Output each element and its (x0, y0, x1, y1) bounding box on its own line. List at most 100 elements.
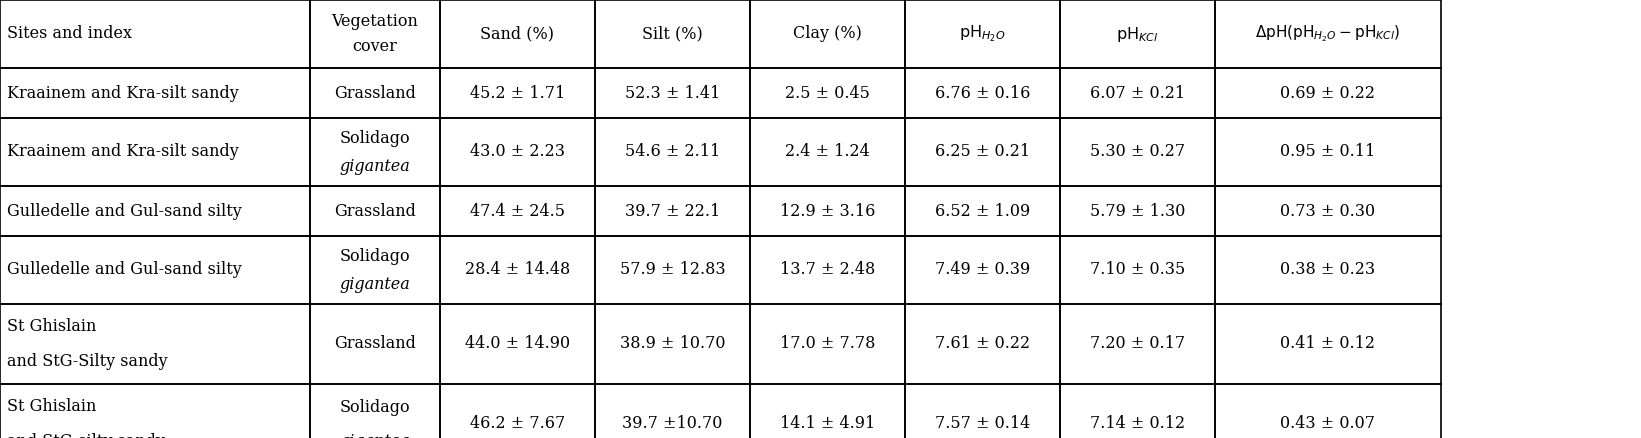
Bar (596, 186, 750, 236)
Text: 7.49 ± 0.39: 7.49 ± 0.39 (935, 261, 1031, 279)
Text: 0.95 ± 0.11: 0.95 ± 0.11 (1280, 144, 1375, 160)
Bar (1060, 304, 1214, 384)
Text: 45.2 ± 1.71: 45.2 ± 1.71 (469, 85, 565, 102)
Text: 54.6 ± 2.11: 54.6 ± 2.11 (625, 144, 720, 160)
Text: Vegetation: Vegetation (331, 13, 418, 30)
Text: Silt (%): Silt (%) (642, 25, 702, 42)
Bar (0, 118, 310, 186)
Bar (904, 236, 1060, 304)
Bar (0, 384, 310, 438)
Text: Grassland: Grassland (335, 202, 415, 219)
Bar (1214, 236, 1441, 304)
Bar (440, 0, 596, 68)
Bar (750, 304, 904, 384)
Text: gigantea: gigantea (340, 276, 410, 293)
Text: 6.25 ± 0.21: 6.25 ± 0.21 (935, 144, 1031, 160)
Text: 7.57 ± 0.14: 7.57 ± 0.14 (935, 416, 1031, 432)
Bar (310, 118, 440, 186)
Bar (904, 186, 1060, 236)
Text: 7.10 ± 0.35: 7.10 ± 0.35 (1090, 261, 1185, 279)
Text: 6.76 ± 0.16: 6.76 ± 0.16 (935, 85, 1031, 102)
Bar (1060, 186, 1214, 236)
Bar (1214, 118, 1441, 186)
Bar (596, 68, 750, 118)
Text: 17.0 ± 7.78: 17.0 ± 7.78 (779, 336, 875, 353)
Bar (310, 384, 440, 438)
Text: 57.9 ± 12.83: 57.9 ± 12.83 (620, 261, 725, 279)
Bar (904, 118, 1060, 186)
Text: 52.3 ± 1.41: 52.3 ± 1.41 (625, 85, 720, 102)
Bar (1060, 236, 1214, 304)
Text: 0.69 ± 0.22: 0.69 ± 0.22 (1280, 85, 1375, 102)
Bar (310, 68, 440, 118)
Text: and StG-silty sandy: and StG-silty sandy (7, 433, 164, 438)
Text: Sand (%): Sand (%) (481, 25, 555, 42)
Bar (310, 304, 440, 384)
Bar (596, 304, 750, 384)
Bar (1214, 186, 1441, 236)
Bar (1060, 384, 1214, 438)
Bar (904, 384, 1060, 438)
Bar (0, 0, 310, 68)
Bar (1060, 0, 1214, 68)
Bar (750, 186, 904, 236)
Text: 6.07 ± 0.21: 6.07 ± 0.21 (1090, 85, 1185, 102)
Bar (440, 186, 596, 236)
Bar (1214, 68, 1441, 118)
Bar (0, 68, 310, 118)
Text: $\Delta\mathrm{pH}(\mathrm{pH}_{H_2O}-\mathrm{pH}_{KCl})$: $\Delta\mathrm{pH}(\mathrm{pH}_{H_2O}-\m… (1255, 24, 1401, 44)
Text: 7.61 ± 0.22: 7.61 ± 0.22 (935, 336, 1031, 353)
Bar (904, 68, 1060, 118)
Text: Grassland: Grassland (335, 336, 415, 353)
Bar (440, 384, 596, 438)
Text: 39.7 ±10.70: 39.7 ±10.70 (622, 416, 722, 432)
Text: $\mathrm{pH}_{H_2O}$: $\mathrm{pH}_{H_2O}$ (960, 24, 1006, 44)
Bar (0, 236, 310, 304)
Text: 14.1 ± 4.91: 14.1 ± 4.91 (779, 416, 875, 432)
Bar (750, 118, 904, 186)
Bar (596, 118, 750, 186)
Text: 0.38 ± 0.23: 0.38 ± 0.23 (1280, 261, 1375, 279)
Text: 0.41 ± 0.12: 0.41 ± 0.12 (1280, 336, 1375, 353)
Bar (1214, 384, 1441, 438)
Text: Kraainem and Kra-silt sandy: Kraainem and Kra-silt sandy (7, 144, 238, 160)
Text: 44.0 ± 14.90: 44.0 ± 14.90 (464, 336, 569, 353)
Bar (0, 186, 310, 236)
Bar (310, 0, 440, 68)
Text: Sites and index: Sites and index (7, 25, 131, 42)
Text: gigantea: gigantea (340, 433, 410, 438)
Text: Solidago: Solidago (340, 130, 410, 147)
Bar (1060, 68, 1214, 118)
Text: Kraainem and Kra-silt sandy: Kraainem and Kra-silt sandy (7, 85, 238, 102)
Bar (596, 0, 750, 68)
Text: 0.73 ± 0.30: 0.73 ± 0.30 (1280, 202, 1375, 219)
Text: 43.0 ± 2.23: 43.0 ± 2.23 (469, 144, 565, 160)
Bar (1060, 118, 1214, 186)
Text: 13.7 ± 2.48: 13.7 ± 2.48 (779, 261, 875, 279)
Bar (596, 236, 750, 304)
Bar (1214, 0, 1441, 68)
Text: St Ghislain: St Ghislain (7, 398, 95, 415)
Bar (310, 186, 440, 236)
Text: 5.30 ± 0.27: 5.30 ± 0.27 (1090, 144, 1185, 160)
Text: Solidago: Solidago (340, 248, 410, 265)
Bar (440, 304, 596, 384)
Text: gigantea: gigantea (340, 159, 410, 176)
Text: Grassland: Grassland (335, 85, 415, 102)
Text: 2.5 ± 0.45: 2.5 ± 0.45 (784, 85, 870, 102)
Text: 12.9 ± 3.16: 12.9 ± 3.16 (779, 202, 875, 219)
Bar (440, 118, 596, 186)
Bar (440, 68, 596, 118)
Text: Gulledelle and Gul-sand silty: Gulledelle and Gul-sand silty (7, 202, 241, 219)
Bar (440, 236, 596, 304)
Text: 28.4 ± 14.48: 28.4 ± 14.48 (464, 261, 569, 279)
Text: 47.4 ± 24.5: 47.4 ± 24.5 (469, 202, 565, 219)
Text: Gulledelle and Gul-sand silty: Gulledelle and Gul-sand silty (7, 261, 241, 279)
Text: cover: cover (353, 38, 397, 55)
Bar (750, 0, 904, 68)
Text: 46.2 ± 7.67: 46.2 ± 7.67 (469, 416, 565, 432)
Text: Solidago: Solidago (340, 399, 410, 417)
Bar (750, 384, 904, 438)
Bar (750, 236, 904, 304)
Bar (904, 304, 1060, 384)
